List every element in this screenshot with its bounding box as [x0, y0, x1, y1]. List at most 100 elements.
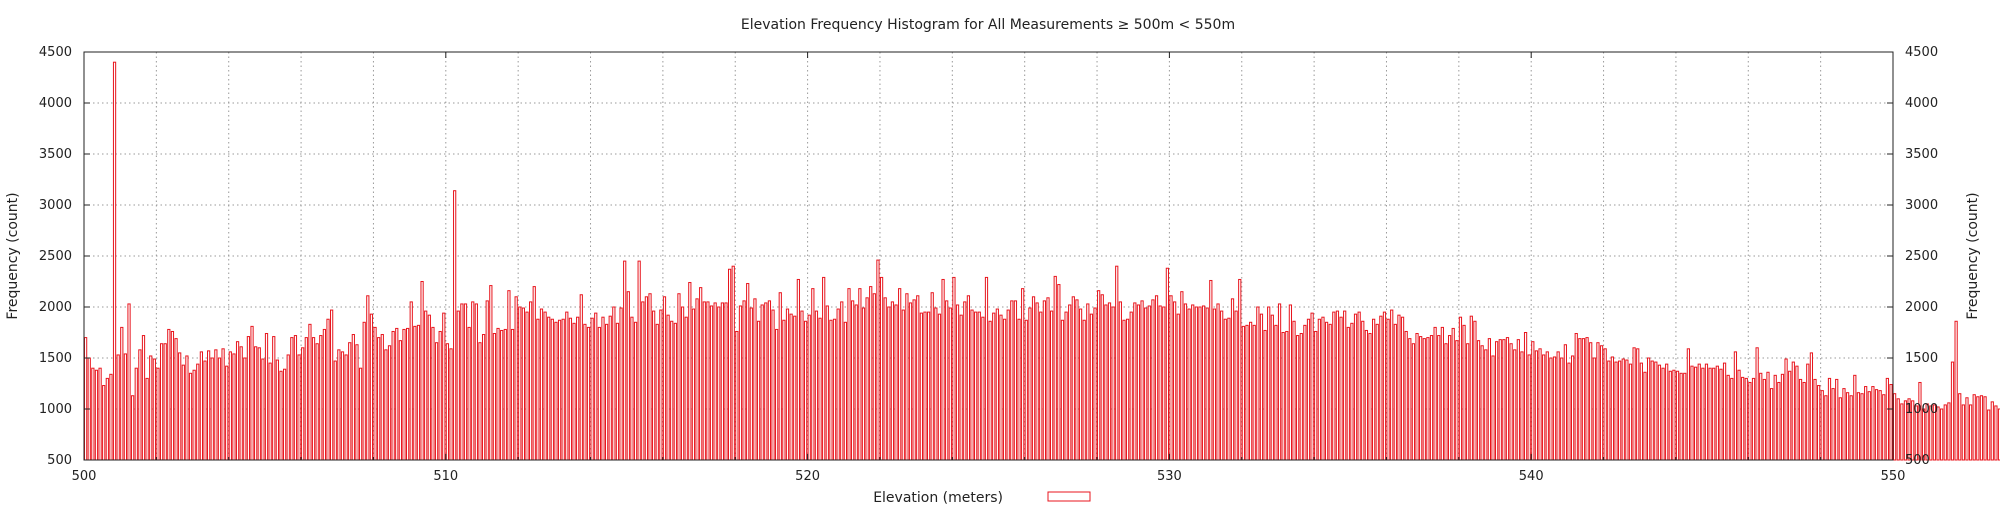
- histogram-bar: [315, 343, 319, 461]
- histogram-bar: [775, 328, 779, 461]
- histogram-bar: [644, 296, 649, 461]
- histogram-bar: [1759, 372, 1763, 461]
- histogram-bar: [1075, 299, 1079, 461]
- y-axis-label-left: Frequency (count): [5, 192, 21, 319]
- histogram-bar: [109, 373, 113, 461]
- histogram-bar: [293, 335, 298, 461]
- histogram-bar: [1241, 325, 1245, 461]
- x-axis-label: Elevation (meters): [873, 490, 1003, 506]
- histogram-bar: [908, 302, 913, 461]
- histogram-bar: [1636, 348, 1640, 461]
- histogram-bar: [1198, 306, 1202, 461]
- histogram-bar: [1447, 335, 1452, 461]
- histogram-bar: [981, 316, 985, 461]
- histogram-bar: [1527, 354, 1531, 461]
- y-tick-label-right: 2000: [1905, 300, 1938, 315]
- histogram-bar: [1509, 343, 1513, 461]
- histogram-bar: [391, 330, 395, 461]
- histogram-bar: [521, 307, 526, 461]
- histogram-bar: [851, 300, 855, 461]
- histogram-bar: [706, 301, 710, 461]
- histogram-bar: [912, 299, 916, 461]
- histogram-bar: [945, 300, 949, 461]
- histogram-bar: [185, 355, 189, 461]
- histogram-bar: [1581, 338, 1586, 461]
- histogram-bar: [1129, 311, 1133, 461]
- histogram-bar: [1024, 319, 1028, 461]
- histogram-bar: [1180, 291, 1184, 461]
- histogram-bar: [1777, 381, 1781, 461]
- histogram-bar: [1267, 306, 1271, 461]
- histogram-bar: [666, 314, 670, 461]
- histogram-bar: [1733, 351, 1738, 461]
- histogram-bar: [865, 297, 869, 461]
- histogram-bar: [91, 367, 95, 461]
- histogram-bar: [894, 304, 898, 461]
- histogram-bar: [1462, 324, 1466, 461]
- histogram-bar: [1122, 319, 1126, 461]
- histogram-bar: [156, 367, 160, 461]
- histogram-bar: [1940, 408, 1944, 461]
- histogram-bar: [1498, 339, 1502, 461]
- histogram-bar: [742, 300, 746, 461]
- histogram-bar: [963, 301, 967, 461]
- histogram-bar: [1520, 351, 1524, 461]
- histogram-bar: [1534, 350, 1539, 461]
- histogram-bar: [1987, 409, 1991, 461]
- histogram-bar: [1820, 390, 1824, 461]
- histogram-bar: [923, 311, 927, 461]
- histogram-bar: [319, 335, 323, 461]
- histogram-bar: [1976, 396, 1980, 461]
- histogram-bar: [1118, 301, 1122, 461]
- histogram-bar: [272, 336, 276, 461]
- histogram-bar: [1650, 360, 1654, 461]
- histogram-bar: [1542, 354, 1546, 461]
- histogram-bar: [905, 293, 909, 461]
- histogram-bar: [1057, 284, 1061, 461]
- histogram-bar: [1089, 313, 1094, 461]
- histogram-bar: [406, 327, 410, 461]
- histogram-bar: [492, 333, 497, 461]
- histogram-bar: [1125, 318, 1130, 461]
- histogram-bar: [1990, 401, 1994, 461]
- histogram-bar: [127, 303, 131, 461]
- histogram-bar: [1672, 369, 1676, 461]
- histogram-bar: [1744, 377, 1748, 461]
- histogram-bar: [1589, 342, 1593, 461]
- histogram-bar: [764, 302, 768, 461]
- histogram-bar: [326, 318, 330, 461]
- histogram-bar: [1201, 305, 1206, 461]
- histogram-bar: [1563, 344, 1567, 461]
- histogram-bar: [1722, 362, 1727, 461]
- histogram-bar: [438, 330, 442, 461]
- histogram-bar: [340, 351, 345, 461]
- histogram-bar: [637, 260, 641, 461]
- histogram-bar: [1795, 365, 1799, 461]
- y-tick-label-right: 500: [1905, 453, 1930, 468]
- histogram-bar: [1668, 370, 1672, 461]
- histogram-bar: [1256, 306, 1260, 461]
- y-tick-label-left: 3000: [39, 198, 72, 213]
- histogram-bar: [1610, 356, 1615, 461]
- histogram-bar: [116, 354, 120, 461]
- histogram-bar: [232, 353, 236, 461]
- histogram-bar: [355, 344, 359, 461]
- histogram-bar: [966, 295, 971, 461]
- histogram-bar: [1715, 365, 1719, 461]
- histogram-bar: [398, 340, 402, 461]
- histogram-bar: [1983, 396, 1987, 461]
- histogram-bar: [749, 307, 753, 461]
- histogram-bar: [246, 336, 251, 461]
- histogram-bar: [1755, 347, 1759, 461]
- histogram-bar: [1162, 306, 1166, 461]
- histogram-bar: [207, 350, 211, 461]
- histogram-bar: [1140, 300, 1144, 461]
- histogram-bar: [1111, 306, 1115, 461]
- histogram-bar: [1929, 405, 1933, 461]
- histogram-bar: [1495, 341, 1499, 461]
- histogram-bar: [257, 347, 261, 461]
- y-tick-label-left: 1000: [39, 402, 72, 417]
- histogram-bar: [785, 308, 790, 461]
- histogram-bar: [988, 320, 992, 461]
- histogram-bar: [999, 314, 1003, 461]
